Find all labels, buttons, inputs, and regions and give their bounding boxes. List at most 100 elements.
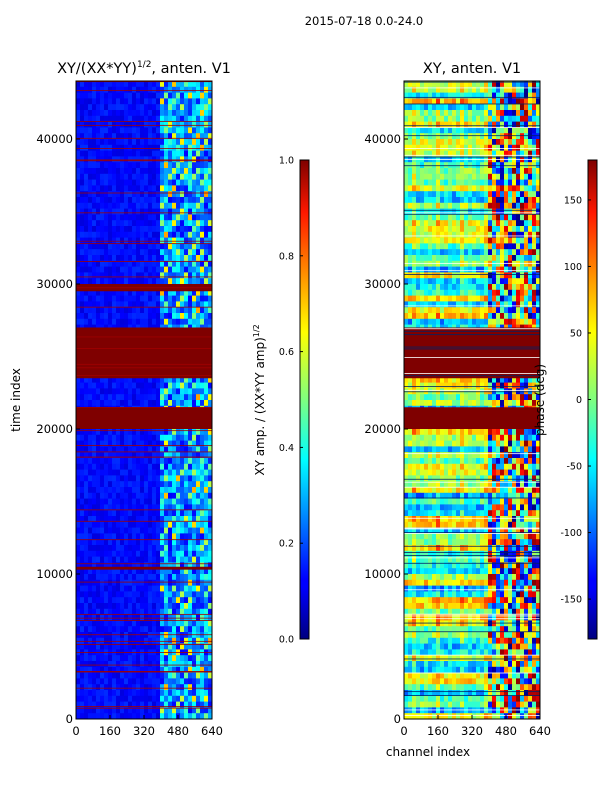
heatmap-cell [500,133,505,140]
heatmap-cell [160,255,165,262]
heatmap-cell [136,690,141,697]
heatmap-cell [184,98,189,105]
heatmap-cell [100,400,105,407]
heatmap-cell [180,684,185,691]
heatmap-cell [96,388,101,395]
heatmap-cell [184,144,189,151]
heatmap-cell [144,255,149,262]
heatmap-cell [176,690,181,697]
heatmap-cell [160,133,165,140]
heatmap-cell [132,133,137,140]
heatmap-cell [204,139,209,146]
heatmap-cell [136,498,141,505]
heatmap-cell [92,220,97,227]
heatmap-cell [204,400,209,407]
heatmap-cell [188,429,193,436]
heatmap-cell [452,249,457,256]
heatmap-cell [532,98,537,105]
heatmap-cell [144,556,149,563]
heatmap-cell [92,121,97,128]
heatmap-cell [200,469,205,476]
heatmap-cell [160,382,165,389]
heatmap-cell [492,168,497,175]
heatmap-cell [176,144,181,151]
heatmap-cell [84,591,89,598]
heatmap-cell [140,446,145,453]
heatmap-cell [120,301,125,308]
heatmap-cell [468,162,473,169]
heatmap-cell [172,643,177,650]
heatmap-cell [408,231,413,238]
heatmap-cell [488,260,493,267]
heatmap-cell [516,104,521,111]
heatmap-cell [192,115,197,122]
heatmap-cell [508,121,513,128]
heatmap-cell [108,521,113,528]
heatmap-cell [164,243,169,250]
heatmap-cell [168,173,173,180]
heatmap-cell [508,150,513,157]
heatmap-cell [88,121,93,128]
heatmap-cell [132,452,137,459]
heatmap-cell [188,458,193,465]
heatmap-cell [204,672,209,679]
heatmap-cell [128,626,133,633]
flagged-row [76,509,212,511]
heatmap-cell [176,197,181,204]
heatmap-cell [184,614,189,621]
heatmap-cell [148,382,153,389]
heatmap-cell [180,678,185,685]
heatmap-cell [96,463,101,470]
heatmap-cell [144,179,149,186]
heatmap-cell [172,382,177,389]
heatmap-cell [88,539,93,546]
heatmap-cell [172,202,177,209]
heatmap-cell [172,394,177,401]
heatmap-cell [96,313,101,320]
heatmap-cell [124,516,129,523]
heatmap-cell [76,376,81,383]
heatmap-cell [136,220,141,227]
heatmap-cell [184,458,189,465]
heatmap-cell [512,237,517,244]
heatmap-cell [196,121,201,128]
heatmap-cell [432,202,437,209]
heatmap-cell [188,260,193,267]
heatmap-cell [136,568,141,575]
heatmap-cell [116,202,121,209]
heatmap-cell [492,260,497,267]
heatmap-cell [196,556,201,563]
heatmap-cell [444,139,449,146]
heatmap-cell [176,539,181,546]
heatmap-cell [136,127,141,134]
heatmap-cell [420,133,425,140]
heatmap-cell [436,255,441,262]
heatmap-cell [104,150,109,157]
heatmap-cell [432,237,437,244]
heatmap-cell [132,191,137,198]
heatmap-cell [200,620,205,627]
heatmap-cell [148,231,153,238]
heatmap-cell [176,400,181,407]
heatmap-cell [204,463,209,470]
heatmap-cell [192,614,197,621]
heatmap-cell [116,179,121,186]
heatmap-cell [176,162,181,169]
heatmap-cell [468,86,473,93]
heatmap-cell [456,98,461,105]
heatmap-cell [412,249,417,256]
heatmap-cell [528,162,533,169]
heatmap-cell [76,150,81,157]
heatmap-cell [148,614,153,621]
heatmap-cell [84,545,89,552]
heatmap-cell [424,191,429,198]
heatmap-cell [204,516,209,523]
heatmap-cell [92,92,97,99]
heatmap-cell [148,504,153,511]
heatmap-cell [436,168,441,175]
heatmap-cell [476,214,481,221]
heatmap-cell [440,231,445,238]
heatmap-cell [188,527,193,534]
heatmap-cell [152,243,157,250]
heatmap-cell [148,307,153,314]
